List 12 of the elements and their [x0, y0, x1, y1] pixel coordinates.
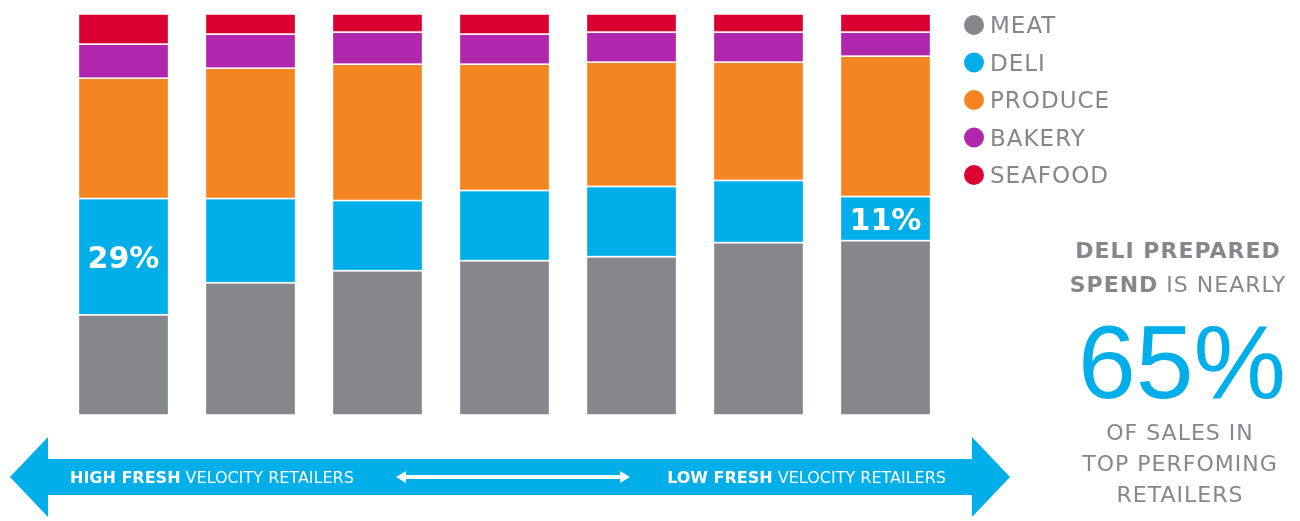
legend-label: PRODUCE: [990, 87, 1111, 113]
data-label: 11%: [849, 201, 922, 237]
data-label: 29%: [87, 239, 160, 275]
legend-label: BAKERY: [990, 124, 1086, 151]
text: HIGH FRESH VELOCITY RETAILERS: [70, 468, 354, 487]
text: LOW FRESH VELOCITY RETAILERS: [667, 468, 946, 487]
text: 65%: [1077, 304, 1287, 420]
text: DELI PREPARED SPEND IS NEARLY: [1069, 238, 1287, 297]
legend-label: SEAFOOD: [990, 162, 1110, 188]
legend-label: MEAT: [990, 12, 1057, 38]
text: OF SALES IN TOP PERFOMING RETAILERS: [1081, 420, 1278, 507]
legend-label: DELI: [990, 49, 1046, 76]
